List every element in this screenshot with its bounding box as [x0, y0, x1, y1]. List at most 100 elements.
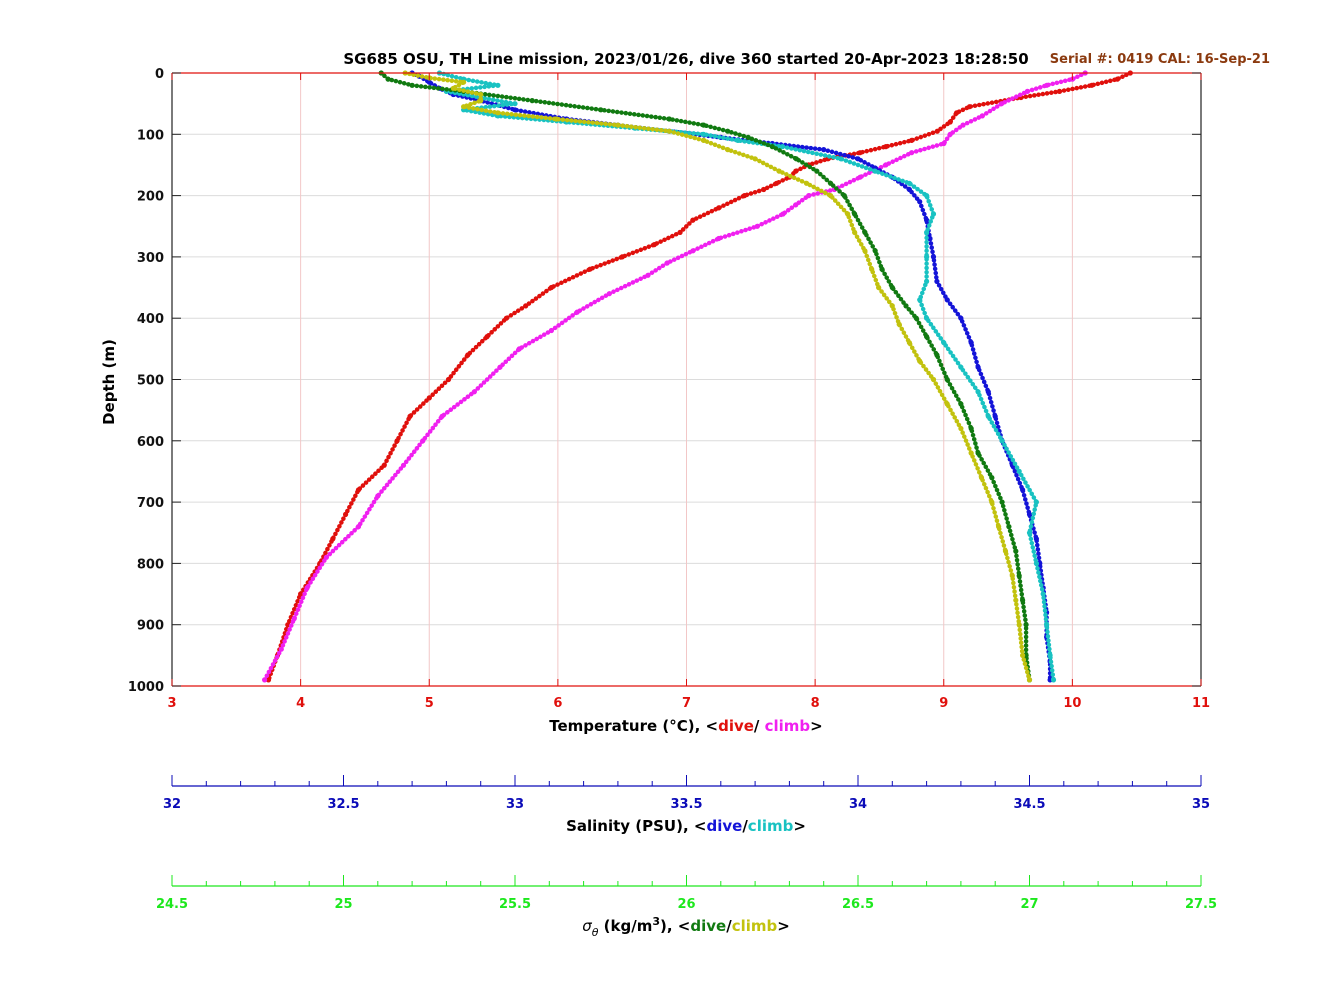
data-point — [1013, 597, 1019, 603]
sigma-label-sep: / — [726, 917, 732, 935]
data-point — [741, 193, 748, 199]
sal-label-prefix: Salinity (PSU), < — [566, 817, 706, 835]
depth-tick-label: 600 — [137, 435, 164, 450]
data-point — [1026, 511, 1033, 517]
data-point — [701, 131, 707, 137]
data-point — [862, 229, 868, 235]
salinity-dive-trace — [409, 70, 1053, 683]
depth-tick-label: 700 — [137, 496, 164, 511]
sigma-axis-label: σθ (kg/m3), <dive/climb> — [582, 915, 790, 939]
data-point — [960, 122, 966, 128]
data-point — [924, 229, 930, 235]
temp-dive-trace — [266, 70, 1133, 683]
data-point — [806, 193, 812, 199]
data-point — [985, 413, 991, 419]
temp-label-suffix: > — [810, 717, 823, 735]
data-point — [828, 193, 834, 199]
data-point — [394, 438, 400, 444]
data-point — [821, 147, 827, 153]
data-point — [917, 199, 923, 205]
data-point — [855, 156, 861, 162]
data-point — [934, 278, 940, 284]
data-point — [776, 168, 782, 174]
temp-tick-label: 10 — [1063, 696, 1081, 711]
data-point — [1020, 597, 1026, 603]
data-point — [1047, 652, 1053, 659]
data-point — [495, 82, 501, 88]
data-point — [1040, 591, 1046, 597]
data-point — [1024, 88, 1030, 94]
data-point — [735, 137, 741, 143]
data-point — [407, 413, 413, 419]
data-point — [553, 116, 559, 122]
data-point — [924, 193, 930, 199]
sigma-tick-label: 27 — [1020, 897, 1038, 912]
depth-axis-label: Depth (m) — [100, 339, 118, 425]
depth-tick-label: 0 — [155, 67, 164, 82]
data-point — [420, 438, 426, 444]
temp-label-sep: / — [754, 717, 765, 735]
data-point — [1044, 82, 1050, 88]
data-point — [1089, 82, 1095, 88]
depth-tick-label: 200 — [137, 190, 164, 205]
data-point — [968, 425, 974, 432]
data-point — [439, 413, 445, 419]
data-point — [1033, 536, 1039, 542]
data-point — [495, 110, 501, 116]
data-point — [574, 309, 580, 315]
data-point — [548, 327, 555, 334]
data-point — [841, 193, 847, 199]
sal-label-dive: dive — [706, 817, 742, 835]
data-point — [903, 303, 909, 309]
data-point — [1016, 573, 1022, 579]
data-point — [323, 554, 329, 560]
data-point — [883, 162, 889, 168]
data-point — [523, 303, 529, 309]
data-point — [1020, 487, 1026, 493]
data-point — [924, 254, 930, 260]
data-point — [343, 511, 349, 517]
sigma-dive-series — [378, 70, 1033, 683]
data-point — [701, 137, 707, 143]
data-point — [262, 677, 268, 683]
data-point — [1013, 548, 1019, 554]
data-point — [773, 180, 780, 186]
temperature-axis-label: Temperature (°C), <dive/ climb> — [549, 717, 823, 735]
temp-tick-label: 5 — [425, 696, 434, 711]
data-point — [924, 217, 930, 223]
data-point — [804, 180, 810, 186]
data-point — [761, 186, 767, 193]
data-point — [304, 585, 310, 591]
data-point — [909, 150, 915, 156]
data-point — [989, 499, 995, 505]
data-point — [924, 334, 930, 340]
data-point — [944, 376, 950, 383]
sigma-label-sup: 3 — [652, 915, 660, 928]
data-point — [606, 291, 612, 297]
depth-tick-label: 400 — [137, 312, 164, 327]
data-point — [330, 536, 336, 542]
data-point — [941, 140, 947, 147]
salinity-axis-label: Salinity (PSU), <dive/climb> — [566, 817, 806, 835]
data-point — [975, 364, 981, 370]
sigma-tick-label: 25.5 — [499, 897, 531, 912]
sigma-climb-trace — [402, 70, 1032, 683]
sigma-axis: 24.5 25 25.5 26 26.5 27 27.5 — [156, 875, 1217, 912]
temp-tick-label: 6 — [553, 696, 562, 711]
data-point — [906, 340, 913, 346]
data-point — [615, 122, 621, 128]
sigma-label-mid: ), < — [660, 917, 690, 935]
data-point — [381, 462, 387, 468]
data-point — [1023, 622, 1029, 628]
data-point — [529, 98, 535, 104]
data-point — [677, 229, 683, 235]
sigma-label-climb: climb — [732, 917, 778, 935]
temp-climb-trace — [262, 70, 1088, 683]
sigma-tick-label: 25 — [334, 897, 352, 912]
data-point — [1020, 652, 1026, 659]
data-point — [701, 122, 707, 128]
depth-tick-label: 100 — [137, 128, 164, 143]
data-point — [725, 128, 731, 134]
data-point — [793, 202, 799, 208]
